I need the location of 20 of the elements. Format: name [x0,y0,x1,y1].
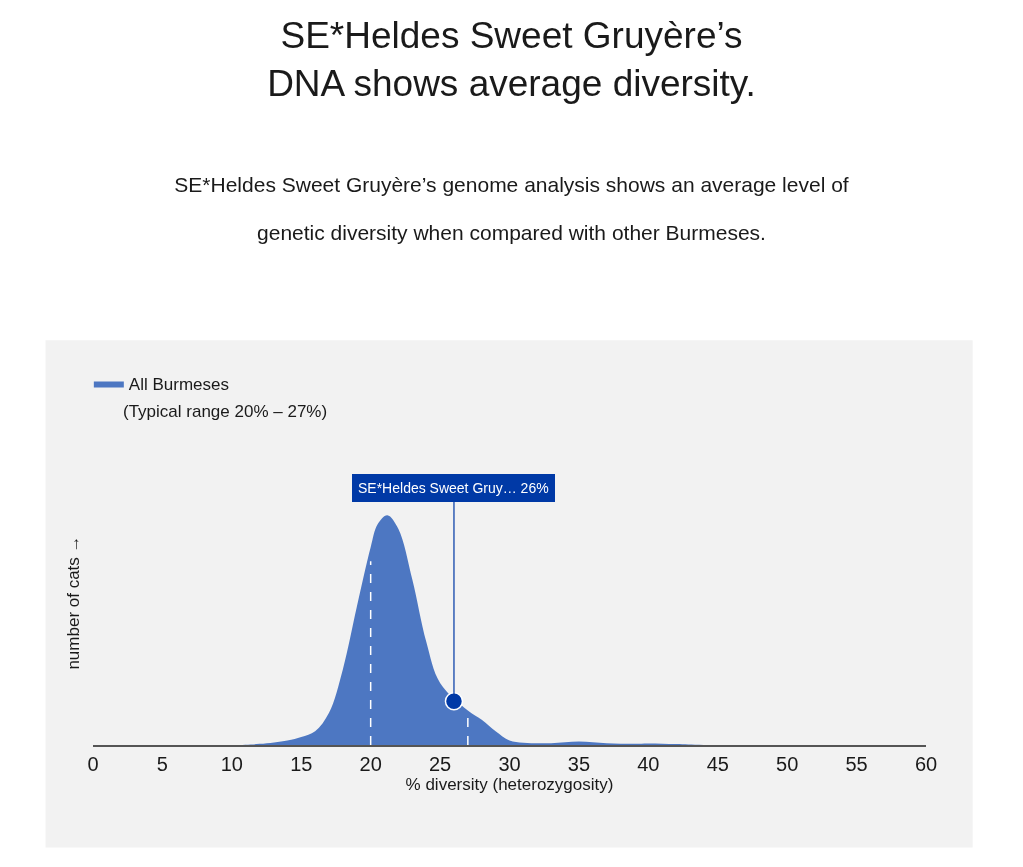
x-tick-label: 40 [637,753,660,775]
x-tick-label: 30 [498,753,521,775]
x-tick-label: 60 [914,753,938,775]
x-tick-label: 10 [220,753,243,775]
x-tick-label: 45 [706,753,729,775]
x-tick-label: 5 [156,753,168,775]
x-axis-title: % diversity (heterozygosity) [405,775,614,794]
x-tick-label: 55 [845,753,868,775]
y-axis-title: number of cats → [63,535,83,670]
legend-label: All Burmeses [128,375,229,395]
chart-subtitle: SE*Heldes Sweet Gruyère’s genome analysis shows an average level of genetic diversity when compared with other Burmeses. [174,172,849,245]
x-tick-label: 35 [567,753,591,775]
x-tick-label: 25 [428,753,452,775]
x-tick-label: 20 [359,753,382,775]
x-tick-label: 50 [776,753,799,775]
x-tick-label: 0 [87,753,99,775]
annotation: SE*Heldes Sweet Gruy… 26% [358,480,549,496]
x-tick-label: 15 [290,753,313,775]
text: (Typical range 20% – 27%) [123,402,328,421]
chart-title: SE*Heldes Sweet Gruyère’s DNA shows average diversity. [267,14,756,104]
